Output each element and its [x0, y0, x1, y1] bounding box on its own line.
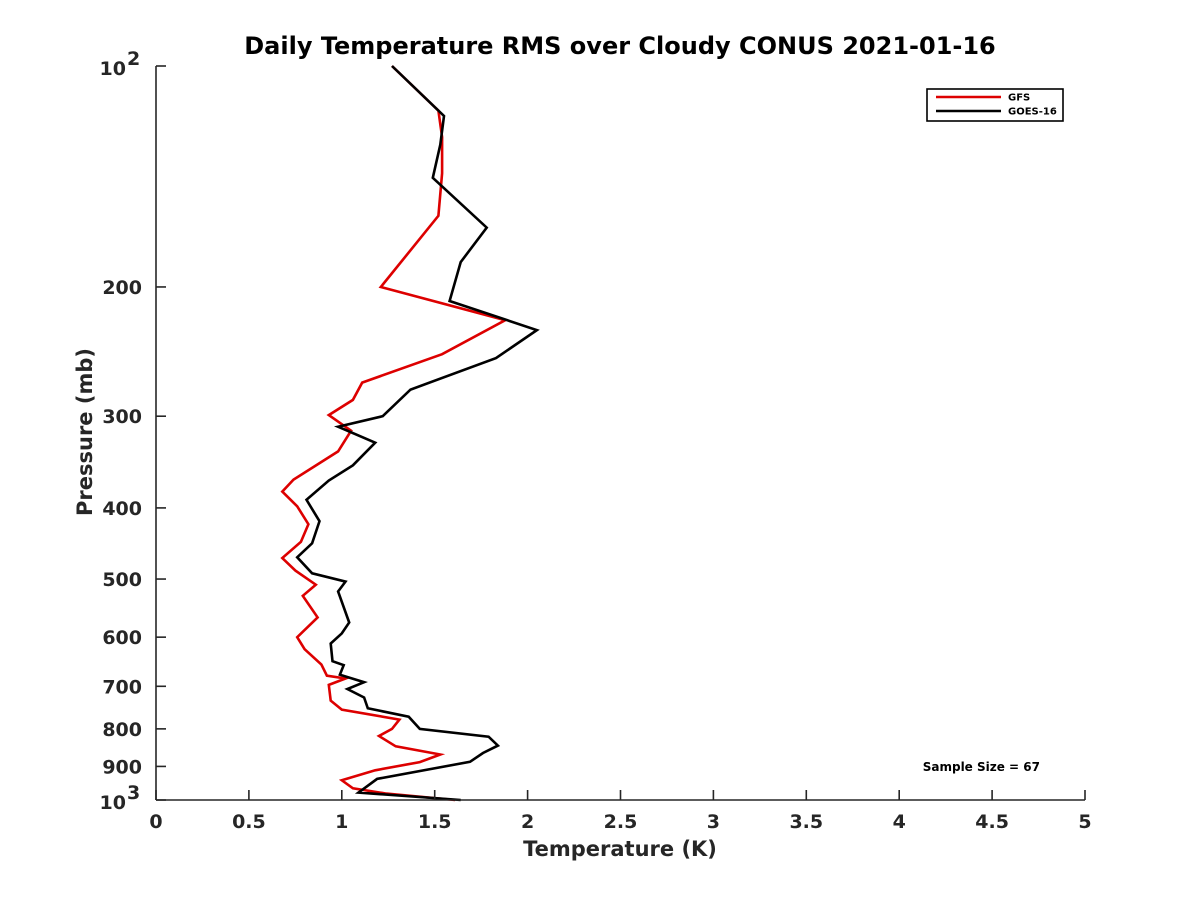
legend-label: GFS	[1008, 93, 1030, 104]
y-tick-label: 800	[102, 719, 142, 741]
y-tick-label: 900	[102, 756, 142, 778]
y-tick-label: 500	[102, 569, 142, 591]
axes-layer	[155, 66, 1085, 801]
y-tick-exponent: 3	[127, 782, 140, 804]
series-line-goes-16	[295, 65, 540, 802]
y-tick-label: 200	[102, 277, 142, 299]
y-tick-label: 600	[102, 627, 142, 649]
x-tick-label: 0	[149, 811, 162, 833]
y-tick-exponent: 2	[127, 48, 140, 70]
ticks-layer: 0 0.5 1 1.5 2 2.5 3 3.5 4 4.5 510 22003004005006007…	[100, 48, 1092, 833]
x-tick-label: 1	[335, 811, 348, 833]
x-tick-label: 3.5	[789, 811, 823, 833]
legend: GFS GOES-16	[926, 88, 1064, 122]
x-tick-label: 3	[707, 811, 720, 833]
y-axis-label: Pressure (mb)	[73, 348, 97, 516]
sample-size-annotation: Sample Size = 67	[923, 760, 1040, 774]
x-tick-label: 5	[1078, 811, 1091, 833]
chart-title: Daily Temperature RMS over Cloudy CONUS …	[244, 32, 996, 60]
x-tick-label: 4	[893, 811, 906, 833]
x-axis-label: Temperature (K)	[523, 837, 717, 861]
x-tick-label: 0.5	[232, 811, 266, 833]
x-tick-label: 4.5	[975, 811, 1009, 833]
legend-entries: GFS GOES-16	[936, 93, 1057, 118]
y-tick-label: 700	[102, 676, 142, 698]
legend-label: GOES-16	[1008, 107, 1057, 118]
series-line-gfs	[280, 65, 509, 802]
series-layer	[280, 65, 540, 802]
y-tick-label: 300	[102, 406, 142, 428]
x-tick-label: 2.5	[604, 811, 638, 833]
y-tick-label: 10	[100, 792, 126, 814]
legend-box	[926, 88, 1064, 122]
y-tick-label: 400	[102, 498, 142, 520]
x-tick-label: 1.5	[418, 811, 452, 833]
x-tick-label: 2	[521, 811, 534, 833]
y-tick-label: 10	[100, 58, 126, 80]
